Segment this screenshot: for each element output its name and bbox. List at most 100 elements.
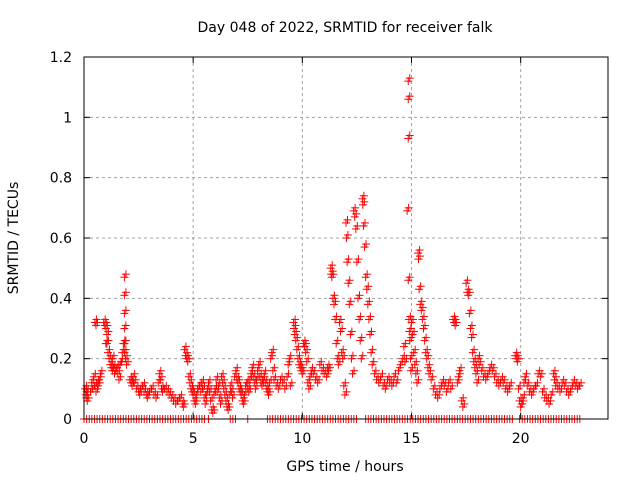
data-points: [80, 74, 586, 423]
data-point: [362, 240, 371, 249]
data-point: [500, 375, 509, 384]
data-point: [270, 363, 279, 372]
data-point: [130, 369, 139, 378]
data-point: [180, 399, 189, 408]
data-point: [405, 131, 414, 140]
data-point: [474, 375, 483, 384]
data-point: [467, 321, 476, 330]
data-point: [344, 255, 353, 264]
data-point: [339, 345, 348, 354]
data-point: [355, 291, 364, 300]
data-point: [186, 369, 195, 378]
data-point: [265, 387, 274, 396]
data-point: [303, 345, 312, 354]
data-point: [210, 405, 219, 414]
data-point: [405, 92, 414, 101]
data-point: [358, 351, 367, 360]
data-point: [310, 366, 319, 375]
data-point: [187, 375, 196, 384]
x-axis-label: GPS time / hours: [286, 459, 403, 475]
data-point: [103, 321, 112, 330]
data-point: [448, 381, 457, 390]
data-point: [369, 357, 378, 366]
data-point: [552, 372, 561, 381]
data-point: [360, 218, 369, 227]
data-point: [140, 378, 149, 387]
data-point: [124, 357, 133, 366]
x-tick-label: 20: [512, 431, 530, 447]
y-tick-label: 0.2: [50, 352, 72, 368]
data-point: [491, 369, 500, 378]
data-point: [367, 327, 376, 336]
data-point: [460, 399, 469, 408]
data-point: [345, 276, 354, 285]
data-point: [364, 282, 373, 291]
data-point: [421, 321, 430, 330]
data-point: [121, 288, 130, 297]
data-point: [302, 339, 311, 348]
data-point: [422, 333, 431, 342]
data-point: [306, 381, 315, 390]
data-point: [363, 270, 372, 279]
data-point: [105, 345, 114, 354]
data-point: [404, 203, 413, 212]
data-point: [435, 390, 444, 399]
data-point: [220, 375, 229, 384]
data-point: [299, 366, 308, 375]
data-point: [378, 369, 387, 378]
data-point: [115, 366, 124, 375]
data-point: [412, 357, 421, 366]
data-point: [346, 297, 355, 306]
data-point: [256, 357, 265, 366]
data-point: [122, 351, 131, 360]
data-point: [360, 197, 369, 206]
data-point: [537, 369, 546, 378]
data-point: [286, 351, 295, 360]
data-point: [466, 306, 475, 315]
data-point: [131, 375, 140, 384]
data-point: [331, 297, 340, 306]
data-point: [424, 351, 433, 360]
data-point: [426, 366, 435, 375]
data-point: [548, 387, 557, 396]
data-point: [465, 288, 474, 297]
data-point: [415, 252, 424, 261]
data-point: [149, 381, 158, 390]
data-point: [219, 369, 228, 378]
data-point: [317, 357, 326, 366]
data-point: [332, 312, 341, 321]
data-point: [104, 327, 113, 336]
data-point: [347, 327, 356, 336]
data-point: [304, 354, 313, 363]
y-tick-label: 0.6: [50, 231, 72, 247]
data-point: [261, 366, 270, 375]
data-point: [522, 369, 531, 378]
data-point: [343, 215, 352, 224]
y-tick-label: 0.8: [50, 171, 72, 187]
data-point: [356, 312, 365, 321]
data-point: [520, 390, 529, 399]
data-point: [463, 276, 472, 285]
data-point: [507, 378, 516, 387]
data-point: [489, 363, 498, 372]
data-point: [121, 270, 130, 279]
data-point: [351, 203, 360, 212]
data-point: [459, 393, 468, 402]
x-tick-label: 15: [403, 431, 421, 447]
data-point: [411, 345, 420, 354]
x-tick-label: 10: [293, 431, 311, 447]
y-tick-label: 0: [63, 412, 72, 428]
data-point: [410, 327, 419, 336]
data-point: [476, 357, 485, 366]
data-point: [284, 369, 293, 378]
data-point: [366, 312, 375, 321]
data-point: [329, 270, 338, 279]
data-point: [546, 396, 555, 405]
data-point: [418, 303, 427, 312]
data-point: [457, 363, 466, 372]
data-point: [446, 375, 455, 384]
data-point: [233, 363, 242, 372]
data-point: [116, 372, 125, 381]
y-tick-label: 0.4: [50, 291, 72, 307]
data-point: [157, 372, 166, 381]
